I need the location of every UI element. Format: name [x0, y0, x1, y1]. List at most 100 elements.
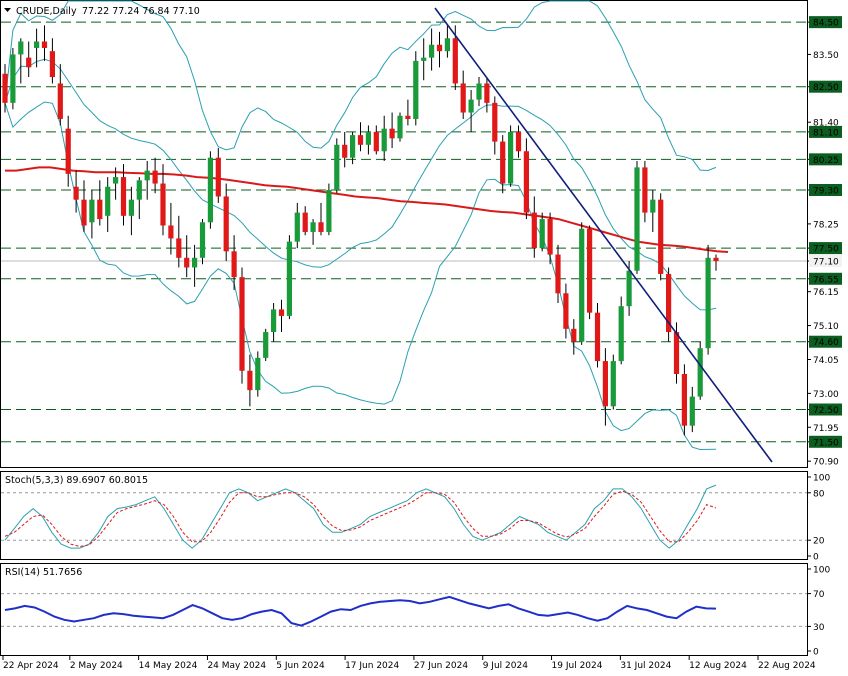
- candle-body-38: [302, 212, 308, 232]
- time-label-4: 5 Jun 2024: [276, 661, 325, 671]
- ma-line: [5, 166, 729, 253]
- candle-body-49: [389, 128, 395, 139]
- time-label-0: 22 Apr 2024: [3, 661, 59, 671]
- stoch-axis: 100 80 20 0: [807, 474, 830, 563]
- candle-body-19: [152, 170, 158, 184]
- candle-body-3: [26, 57, 32, 68]
- candle-body-82: [650, 199, 656, 213]
- candle-body-62: [492, 102, 498, 142]
- candle-body-80: [634, 167, 640, 271]
- stoch-signal-line: [4, 490, 717, 548]
- stoch-lines: [1, 484, 807, 549]
- price-label-6: 79.30: [813, 187, 839, 197]
- candle-body-71: [563, 293, 569, 329]
- candle-body-74: [587, 228, 593, 313]
- candle-body-42: [334, 144, 340, 190]
- candle-body-24: [192, 257, 198, 268]
- candle-body-14: [113, 177, 119, 184]
- price-label-16: 72.50: [813, 406, 839, 416]
- main-panel-frame: [0, 0, 808, 468]
- candle-body-35: [278, 309, 285, 316]
- candle-body-47: [373, 131, 379, 152]
- price-label-1: 83.50: [813, 51, 839, 61]
- price-label-4: 81.10: [813, 128, 839, 138]
- candle-body-67: [531, 212, 537, 249]
- candle-body-8: [65, 128, 71, 174]
- time-label-7: 9 Jul 2024: [483, 661, 528, 671]
- rsi-axis-label-2: 30: [813, 623, 825, 633]
- candle-body-4: [34, 41, 40, 48]
- candle-body-13: [105, 186, 111, 216]
- rsi-panel-frame: [0, 563, 808, 656]
- candle-body-0: [2, 73, 8, 103]
- stoch-title: Stoch(5,3,3) 89.6907 60.8015: [5, 475, 148, 486]
- rsi-line: [1, 593, 807, 627]
- candle-body-79: [626, 270, 632, 307]
- candle-body-85: [673, 332, 680, 374]
- candle-body-26: [207, 157, 213, 223]
- menu-triangle-icon[interactable]: [4, 8, 11, 12]
- candle-body-56: [444, 38, 450, 52]
- rsi-title: RSI(14) 51.7656: [5, 567, 82, 578]
- price-label-5: 80.25: [813, 156, 839, 166]
- rsi-axis-label-0: 100: [813, 566, 830, 576]
- candle-body-51: [405, 115, 411, 119]
- candle-body-25: [199, 222, 206, 258]
- candle-body-52: [413, 60, 419, 119]
- candle-body-77: [610, 361, 616, 407]
- time-label-5: 17 Jun 2024: [345, 661, 399, 671]
- candle-body-78: [618, 306, 624, 362]
- candle-body-83: [658, 199, 664, 274]
- candle-body-20: [160, 183, 166, 226]
- candle-body-21: [168, 225, 174, 239]
- candle-body-81: [642, 167, 648, 213]
- stoch-axis-label-0: 100: [813, 474, 830, 484]
- price-label-18: 71.50: [813, 438, 839, 448]
- price-label-13: 74.60: [813, 338, 839, 348]
- price-badge-6: [809, 184, 842, 196]
- time-label-10: 12 Aug 2024: [689, 661, 747, 671]
- rsi-axis-label-3: 0: [813, 648, 819, 658]
- time-label-1: 2 May 2024: [70, 661, 123, 671]
- candle-body-86: [681, 374, 687, 426]
- stoch-axis-label-2: 20: [813, 537, 825, 547]
- trend-line: [434, 7, 773, 463]
- candle-body-48: [381, 128, 387, 152]
- rsi-path: [4, 595, 717, 627]
- candle-body-1: [10, 54, 16, 103]
- candle-body-87: [689, 396, 695, 426]
- candle-body-17: [136, 180, 142, 200]
- candle-body-18: [144, 170, 150, 181]
- candle-body-40: [318, 222, 324, 232]
- candle-body-72: [571, 328, 577, 342]
- candle-body-84: [666, 273, 672, 333]
- rsi-axis: 100 70 30 0: [807, 566, 830, 658]
- candle-body-90: [713, 257, 719, 262]
- candle-body-61: [484, 83, 490, 103]
- price-badge-5: [809, 153, 842, 166]
- price-label-9: 77.10: [813, 258, 839, 268]
- candle-body-69: [547, 219, 553, 255]
- price-label-17: 71.95: [813, 424, 839, 434]
- candle-body-16: [128, 199, 134, 216]
- time-label-2: 14 May 2024: [139, 661, 198, 671]
- candle-body-58: [460, 83, 466, 113]
- candle-body-88: [697, 348, 703, 397]
- band-middle: [4, 58, 717, 311]
- ohlc-readout: 77.22 77.24 76.84 77.10: [82, 6, 200, 17]
- price-label-10: 76.55: [813, 275, 839, 285]
- candle-body-43: [342, 144, 348, 158]
- time-axis: 22 Apr 2024 2 May 2024 14 May 2024 24 May 2…: [2, 656, 816, 671]
- price-badge-18: [809, 435, 842, 448]
- candle-body-46: [365, 131, 371, 145]
- candle-body-31: [247, 370, 253, 391]
- price-label-0: 84.50: [813, 19, 839, 29]
- candle-body-70: [555, 254, 561, 294]
- candle-body-9: [73, 186, 79, 200]
- candle-body-53: [421, 57, 427, 61]
- candle-body-5: [41, 41, 48, 48]
- price-badge-2: [809, 80, 842, 93]
- candle-body-59: [468, 99, 474, 113]
- stoch-axis-label-1: 80: [813, 489, 825, 499]
